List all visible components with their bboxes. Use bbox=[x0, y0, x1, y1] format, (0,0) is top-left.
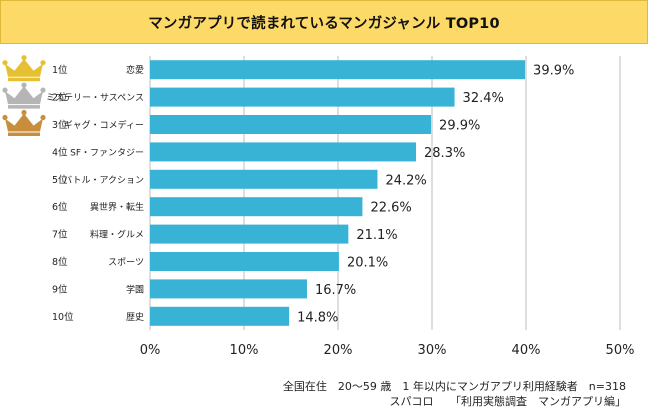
value-label: 14.8% bbox=[297, 310, 338, 325]
category-label: ミステリー・サスペンス bbox=[46, 93, 144, 104]
category-label: 学園 bbox=[126, 283, 144, 295]
value-label: 20.1% bbox=[347, 256, 388, 271]
crown-icon bbox=[5, 58, 43, 77]
value-label: 39.9% bbox=[533, 64, 574, 79]
rank-label: 6位 bbox=[52, 201, 68, 213]
x-tick-label: 30% bbox=[418, 343, 447, 358]
crown-icon bbox=[8, 132, 40, 136]
x-tick-label: 10% bbox=[230, 343, 259, 358]
x-tick-label: 20% bbox=[324, 343, 353, 358]
crown-icon bbox=[8, 77, 40, 82]
rank-label: 1位 bbox=[52, 64, 68, 76]
rank-label: 4位 bbox=[52, 146, 68, 158]
bar bbox=[150, 197, 363, 217]
crown-icon bbox=[40, 60, 46, 66]
survey-caption: 全国在住 20～59 歳 1 年以内にマンガアプリ利用経験者 n=318 bbox=[282, 380, 626, 393]
crown-icon bbox=[21, 82, 27, 88]
chart-title: マンガアプリで読まれているマンガジャンル TOP10 bbox=[148, 15, 500, 32]
category-label: 異世界・転生 bbox=[90, 201, 144, 213]
rank-label: 9位 bbox=[52, 283, 68, 295]
rank-label: 3位 bbox=[52, 119, 68, 131]
crown-icon bbox=[5, 113, 43, 132]
value-label: 21.1% bbox=[356, 228, 397, 243]
x-tick-label: 50% bbox=[606, 343, 635, 358]
category-label: ギャグ・コメディー bbox=[64, 119, 144, 131]
bar bbox=[150, 169, 378, 189]
bar bbox=[150, 87, 455, 107]
rank-label: 5位 bbox=[52, 174, 68, 186]
bar bbox=[150, 60, 526, 80]
value-label: 16.7% bbox=[315, 283, 356, 298]
category-label: バトル・アクション bbox=[63, 175, 144, 186]
crown-icon bbox=[21, 55, 27, 61]
bar bbox=[150, 115, 432, 134]
value-label: 22.6% bbox=[370, 201, 411, 216]
bar bbox=[150, 306, 290, 326]
title-banner: マンガアプリで読まれているマンガジャンル TOP10 bbox=[0, 0, 648, 44]
value-label: 24.2% bbox=[385, 173, 426, 188]
category-label: SF・ファンタジー bbox=[70, 147, 144, 158]
source-caption: スパコロ 「利用実態調査 マンガアプリ編」 bbox=[389, 395, 627, 408]
bar bbox=[150, 224, 349, 244]
bar bbox=[150, 252, 339, 271]
crown-icon bbox=[2, 87, 8, 93]
bar bbox=[150, 279, 307, 299]
crown-icon bbox=[2, 60, 8, 66]
crown-icon bbox=[40, 87, 46, 93]
value-label: 28.3% bbox=[424, 146, 465, 161]
crown-icon bbox=[2, 114, 8, 121]
crown-icon bbox=[40, 114, 46, 121]
x-tick-label: 0% bbox=[140, 343, 161, 358]
category-label: スポーツ bbox=[108, 257, 144, 268]
value-label: 29.9% bbox=[439, 119, 480, 134]
rank-label: 7位 bbox=[52, 229, 68, 241]
bar-chart: 0% 10% 20% 30% 40% 50% 39.9% 恋愛 1位 32.4% ミステリー・サスペ… bbox=[2, 55, 635, 358]
crown-icon bbox=[21, 109, 27, 116]
category-label: 恋愛 bbox=[126, 64, 144, 76]
value-label: 32.4% bbox=[463, 91, 504, 106]
x-tick-label: 40% bbox=[512, 343, 541, 358]
rank-label: 10位 bbox=[52, 311, 74, 323]
crown-icon bbox=[8, 105, 40, 109]
crown-icon bbox=[5, 86, 43, 105]
category-label: 料理・グルメ bbox=[90, 229, 144, 241]
category-label: 歴史 bbox=[126, 311, 144, 323]
rank-label: 2位 bbox=[52, 92, 68, 104]
rank-label: 8位 bbox=[52, 256, 68, 268]
bar bbox=[150, 142, 417, 162]
